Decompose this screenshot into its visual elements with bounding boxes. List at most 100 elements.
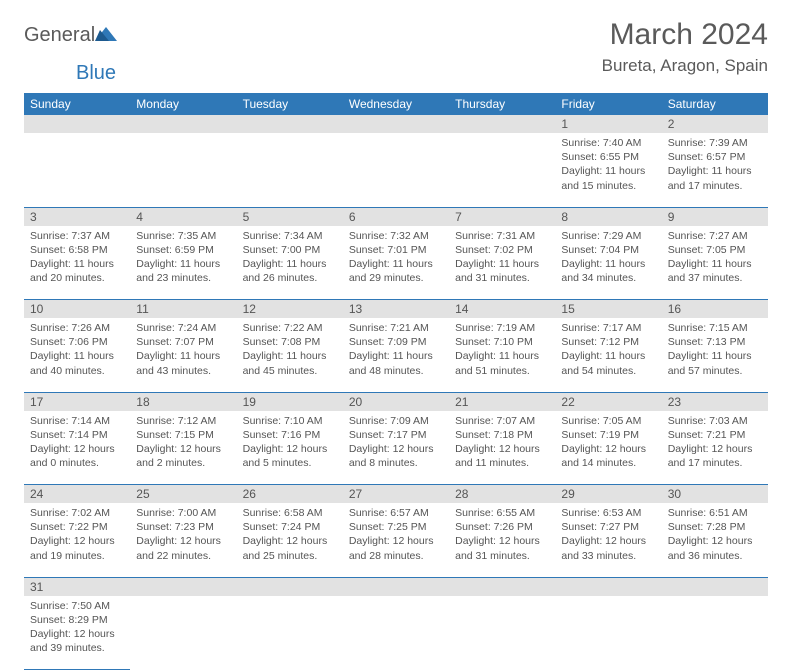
daylight-text: Daylight: 11 hours xyxy=(561,164,655,178)
day-cell xyxy=(449,133,555,207)
sunrise-text: Sunrise: 7:50 AM xyxy=(30,599,124,613)
day-number-row: 17181920212223 xyxy=(24,392,768,411)
month-title: March 2024 xyxy=(602,18,768,52)
day-details: Sunrise: 7:14 AMSunset: 7:14 PMDaylight:… xyxy=(24,411,130,477)
day-details: Sunrise: 7:31 AMSunset: 7:02 PMDaylight:… xyxy=(449,226,555,292)
sunset-text: Sunset: 6:58 PM xyxy=(30,243,124,257)
day-number-row: 3456789 xyxy=(24,207,768,226)
day-number-cell: 23 xyxy=(662,392,768,411)
day-cell: Sunrise: 7:15 AMSunset: 7:13 PMDaylight:… xyxy=(662,318,768,392)
sunset-text: Sunset: 6:55 PM xyxy=(561,150,655,164)
daylight-text-2: and 29 minutes. xyxy=(349,271,443,285)
day-details: Sunrise: 7:34 AMSunset: 7:00 PMDaylight:… xyxy=(237,226,343,292)
sunrise-text: Sunrise: 6:51 AM xyxy=(668,506,762,520)
day-details: Sunrise: 7:24 AMSunset: 7:07 PMDaylight:… xyxy=(130,318,236,384)
day-number-cell: 1 xyxy=(555,115,661,133)
day-details: Sunrise: 7:10 AMSunset: 7:16 PMDaylight:… xyxy=(237,411,343,477)
weekday-header: Sunday xyxy=(24,93,130,115)
day-cell: Sunrise: 7:00 AMSunset: 7:23 PMDaylight:… xyxy=(130,503,236,577)
day-number-cell: 29 xyxy=(555,485,661,504)
daylight-text-2: and 39 minutes. xyxy=(30,641,124,655)
daylight-text: Daylight: 11 hours xyxy=(30,257,124,271)
day-details: Sunrise: 7:37 AMSunset: 6:58 PMDaylight:… xyxy=(24,226,130,292)
day-number-cell: 18 xyxy=(130,392,236,411)
sunset-text: Sunset: 7:01 PM xyxy=(349,243,443,257)
sunset-text: Sunset: 6:57 PM xyxy=(668,150,762,164)
day-cell xyxy=(24,133,130,207)
sunset-text: Sunset: 7:17 PM xyxy=(349,428,443,442)
day-cell: Sunrise: 7:14 AMSunset: 7:14 PMDaylight:… xyxy=(24,411,130,485)
daylight-text: Daylight: 11 hours xyxy=(561,257,655,271)
logo-text-blue: Blue xyxy=(76,62,792,85)
day-cell: Sunrise: 7:21 AMSunset: 7:09 PMDaylight:… xyxy=(343,318,449,392)
day-number-cell xyxy=(24,115,130,133)
day-details: Sunrise: 7:19 AMSunset: 7:10 PMDaylight:… xyxy=(449,318,555,384)
sunrise-text: Sunrise: 7:00 AM xyxy=(136,506,230,520)
day-cell: Sunrise: 6:58 AMSunset: 7:24 PMDaylight:… xyxy=(237,503,343,577)
daylight-text: Daylight: 12 hours xyxy=(136,534,230,548)
day-details: Sunrise: 7:39 AMSunset: 6:57 PMDaylight:… xyxy=(662,133,768,199)
day-cell: Sunrise: 7:07 AMSunset: 7:18 PMDaylight:… xyxy=(449,411,555,485)
day-number-cell: 4 xyxy=(130,207,236,226)
day-cell xyxy=(662,596,768,670)
day-details: Sunrise: 6:58 AMSunset: 7:24 PMDaylight:… xyxy=(237,503,343,569)
daylight-text: Daylight: 12 hours xyxy=(349,442,443,456)
day-number-cell: 20 xyxy=(343,392,449,411)
daylight-text-2: and 34 minutes. xyxy=(561,271,655,285)
daylight-text: Daylight: 11 hours xyxy=(30,349,124,363)
day-cell: Sunrise: 7:19 AMSunset: 7:10 PMDaylight:… xyxy=(449,318,555,392)
day-details: Sunrise: 6:51 AMSunset: 7:28 PMDaylight:… xyxy=(662,503,768,569)
day-number-row: 24252627282930 xyxy=(24,485,768,504)
day-cell: Sunrise: 6:57 AMSunset: 7:25 PMDaylight:… xyxy=(343,503,449,577)
day-number-cell xyxy=(343,115,449,133)
day-cell: Sunrise: 7:35 AMSunset: 6:59 PMDaylight:… xyxy=(130,226,236,300)
day-details: Sunrise: 7:00 AMSunset: 7:23 PMDaylight:… xyxy=(130,503,236,569)
day-cell xyxy=(343,596,449,670)
daylight-text: Daylight: 11 hours xyxy=(455,257,549,271)
day-number-cell: 24 xyxy=(24,485,130,504)
sunrise-text: Sunrise: 7:32 AM xyxy=(349,229,443,243)
daylight-text: Daylight: 11 hours xyxy=(668,349,762,363)
day-number-cell: 31 xyxy=(24,577,130,596)
daylight-text-2: and 26 minutes. xyxy=(243,271,337,285)
day-details: Sunrise: 7:50 AMSunset: 8:29 PMDaylight:… xyxy=(24,596,130,662)
daylight-text-2: and 57 minutes. xyxy=(668,364,762,378)
sunrise-text: Sunrise: 7:29 AM xyxy=(561,229,655,243)
daylight-text-2: and 8 minutes. xyxy=(349,456,443,470)
day-cell: Sunrise: 7:17 AMSunset: 7:12 PMDaylight:… xyxy=(555,318,661,392)
daylight-text: Daylight: 11 hours xyxy=(349,349,443,363)
day-cell xyxy=(555,596,661,670)
daylight-text: Daylight: 11 hours xyxy=(668,164,762,178)
day-cell: Sunrise: 7:05 AMSunset: 7:19 PMDaylight:… xyxy=(555,411,661,485)
daylight-text: Daylight: 12 hours xyxy=(136,442,230,456)
daylight-text: Daylight: 11 hours xyxy=(243,349,337,363)
day-number-cell: 12 xyxy=(237,300,343,319)
sunrise-text: Sunrise: 6:53 AM xyxy=(561,506,655,520)
day-cell: Sunrise: 7:03 AMSunset: 7:21 PMDaylight:… xyxy=(662,411,768,485)
daylight-text-2: and 23 minutes. xyxy=(136,271,230,285)
day-details: Sunrise: 7:27 AMSunset: 7:05 PMDaylight:… xyxy=(662,226,768,292)
day-number-cell: 17 xyxy=(24,392,130,411)
weekday-header: Saturday xyxy=(662,93,768,115)
daylight-text: Daylight: 12 hours xyxy=(30,627,124,641)
sunrise-text: Sunrise: 6:57 AM xyxy=(349,506,443,520)
sunrise-text: Sunrise: 7:40 AM xyxy=(561,136,655,150)
day-details: Sunrise: 7:29 AMSunset: 7:04 PMDaylight:… xyxy=(555,226,661,292)
daylight-text: Daylight: 12 hours xyxy=(243,534,337,548)
daylight-text-2: and 17 minutes. xyxy=(668,456,762,470)
daylight-text-2: and 25 minutes. xyxy=(243,549,337,563)
sunset-text: Sunset: 7:12 PM xyxy=(561,335,655,349)
day-number-cell: 3 xyxy=(24,207,130,226)
daylight-text-2: and 37 minutes. xyxy=(668,271,762,285)
day-cell: Sunrise: 7:29 AMSunset: 7:04 PMDaylight:… xyxy=(555,226,661,300)
sunset-text: Sunset: 7:18 PM xyxy=(455,428,549,442)
day-cell: Sunrise: 7:02 AMSunset: 7:22 PMDaylight:… xyxy=(24,503,130,577)
daylight-text: Daylight: 12 hours xyxy=(668,534,762,548)
sunset-text: Sunset: 7:05 PM xyxy=(668,243,762,257)
sunset-text: Sunset: 7:04 PM xyxy=(561,243,655,257)
sunrise-text: Sunrise: 7:35 AM xyxy=(136,229,230,243)
day-number-cell: 25 xyxy=(130,485,236,504)
sunset-text: Sunset: 7:23 PM xyxy=(136,520,230,534)
day-cell xyxy=(343,133,449,207)
day-number-cell xyxy=(130,115,236,133)
